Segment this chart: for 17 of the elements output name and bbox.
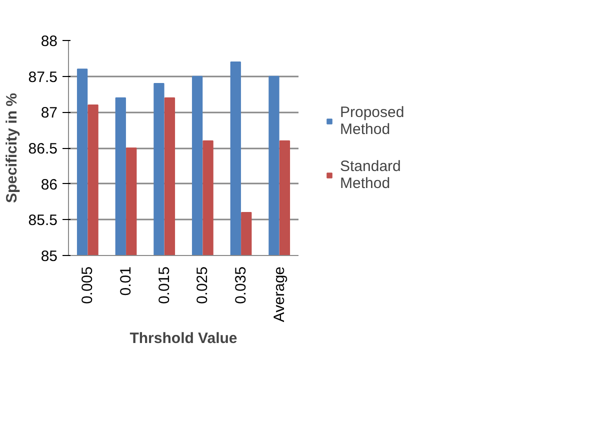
- legend-label: Proposed Method: [340, 104, 406, 138]
- x-tick-label: Average: [270, 266, 288, 322]
- y-tick-label: 87: [40, 104, 58, 122]
- x-tick-label: 0.015: [156, 266, 173, 304]
- y-tick-label: 87.5: [28, 68, 58, 86]
- y-tick-label: 86.5: [28, 140, 58, 158]
- y-tick-label: 88: [40, 33, 58, 50]
- x-tick-label: 0.025: [194, 266, 212, 304]
- y-tick-label: 85: [40, 248, 58, 265]
- x-tick-label: 0.005: [79, 266, 96, 304]
- x-axis-title: Thrshold Value: [130, 330, 238, 348]
- legend-label: Standard Method: [340, 158, 402, 192]
- y-tick-label: 86: [40, 176, 58, 194]
- y-axis-title: Specificity in %: [3, 92, 20, 204]
- x-tick-label: 0.035: [232, 266, 250, 304]
- x-tick-label: 0.01: [118, 266, 134, 296]
- y-tick-label: 85.5: [28, 212, 58, 230]
